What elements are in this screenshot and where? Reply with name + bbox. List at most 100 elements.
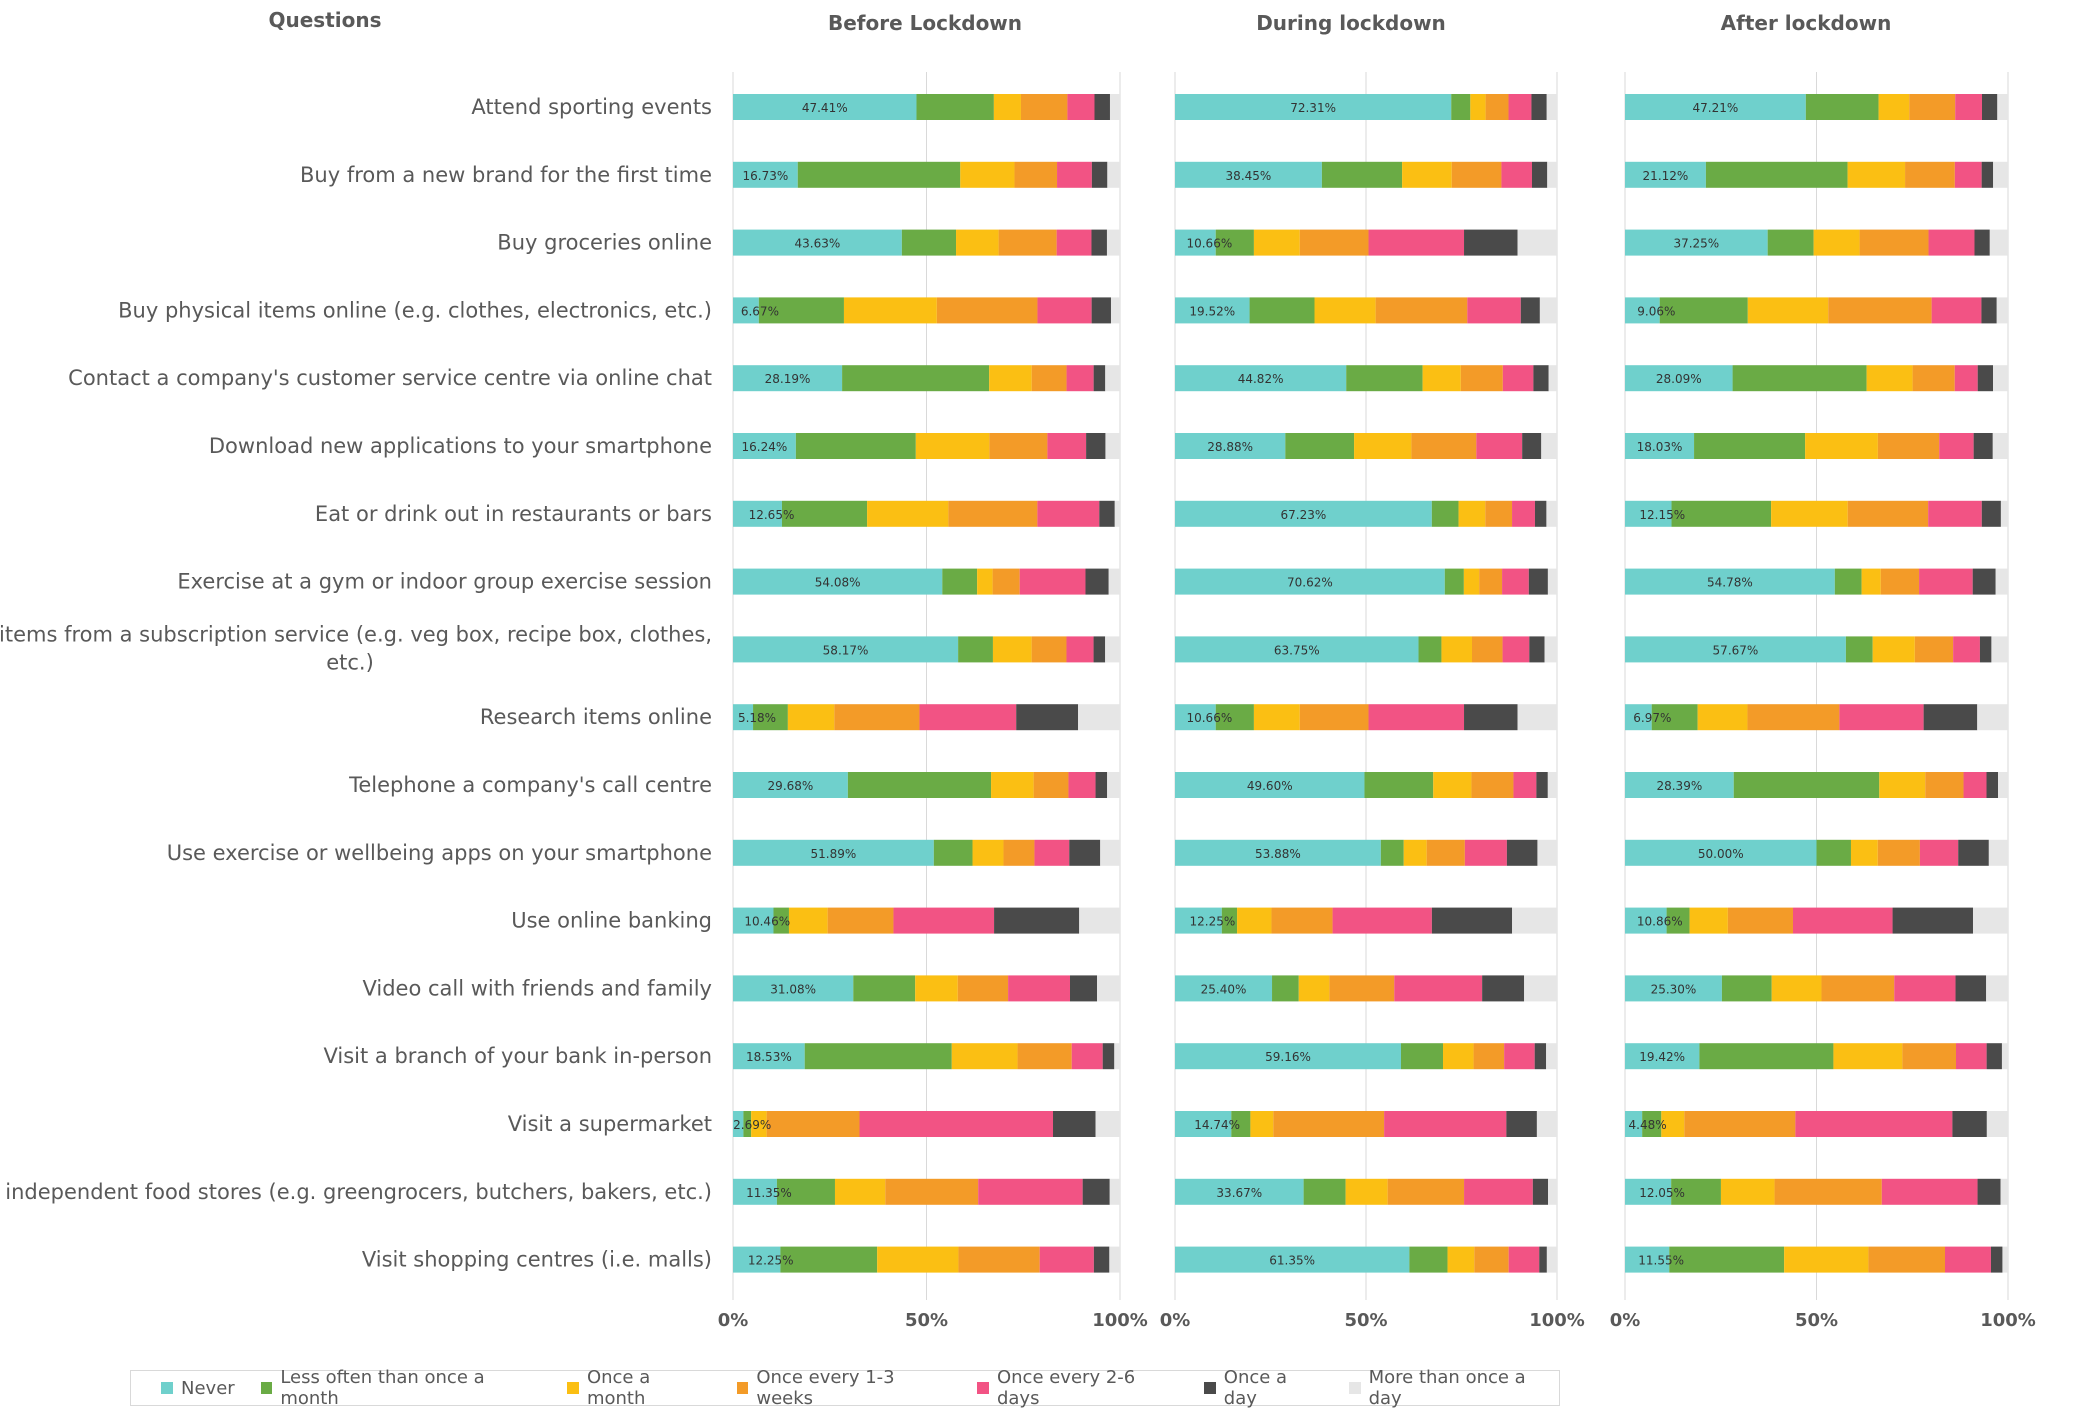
bar-segment bbox=[766, 1111, 860, 1137]
bar-segment bbox=[1847, 161, 1906, 188]
bar-segment bbox=[1078, 704, 1120, 731]
bar-segment bbox=[1017, 1043, 1072, 1070]
bar-segment bbox=[1368, 704, 1465, 731]
bar-segment bbox=[991, 772, 1034, 798]
bar-segment bbox=[933, 839, 973, 866]
bar-segment bbox=[901, 229, 957, 256]
bar-segment bbox=[733, 839, 934, 866]
bar-segment bbox=[2000, 500, 2008, 527]
data-label: 70.62% bbox=[1287, 576, 1333, 590]
data-label: 63.75% bbox=[1274, 643, 1320, 657]
bar-segment bbox=[733, 297, 759, 324]
bar-segment bbox=[1237, 907, 1272, 934]
x-tick-label: 100% bbox=[1092, 1310, 1148, 1331]
bar-segment bbox=[993, 94, 1021, 120]
bar-segment bbox=[1099, 500, 1115, 527]
question-label: Buy from a new brand for the first time bbox=[300, 163, 712, 187]
bar-segment bbox=[1105, 433, 1120, 459]
bar-segment bbox=[758, 297, 844, 324]
bar-segment bbox=[1732, 365, 1867, 392]
data-label: 16.73% bbox=[742, 169, 788, 183]
bar-segment bbox=[733, 568, 943, 595]
data-label: 12.65% bbox=[749, 508, 795, 522]
data-label: 12.15% bbox=[1639, 508, 1685, 522]
bar-segment bbox=[1175, 636, 1419, 663]
bar-segment bbox=[1008, 975, 1070, 1002]
bar-segment bbox=[1705, 161, 1848, 188]
bar-segment bbox=[1625, 1043, 1700, 1070]
bar-segment bbox=[960, 161, 1015, 188]
bar-segment bbox=[1520, 297, 1540, 324]
bar-segment bbox=[919, 704, 1017, 731]
bar-segment bbox=[1368, 229, 1465, 256]
bar-segment bbox=[1037, 297, 1092, 324]
bar-segment bbox=[1546, 94, 1557, 120]
legend-label: More than once a day bbox=[1368, 1367, 1526, 1409]
bar-segment bbox=[1981, 500, 2001, 527]
bar-segment bbox=[1986, 975, 2008, 1002]
bar-segment bbox=[1914, 636, 1954, 663]
bar-segment bbox=[1747, 297, 1829, 324]
bar-segment bbox=[1977, 1178, 2001, 1205]
bar-segment bbox=[1479, 568, 1503, 595]
data-label: 44.82% bbox=[1238, 372, 1284, 386]
bar-segment bbox=[942, 568, 978, 595]
bar-segment bbox=[1332, 907, 1432, 934]
bar-segment bbox=[1666, 907, 1690, 934]
legend-label: Less often than once a month bbox=[280, 1367, 485, 1409]
bar-segment bbox=[1845, 636, 1873, 663]
bar-segment bbox=[1522, 433, 1542, 459]
bar-segment bbox=[1108, 568, 1120, 595]
data-label: 21.12% bbox=[1643, 169, 1689, 183]
legend-item: Once every 2-6 days bbox=[977, 1367, 1178, 1409]
bar-segment bbox=[1037, 500, 1100, 527]
bar-segment bbox=[733, 500, 782, 527]
bar-segment bbox=[2002, 1246, 2008, 1273]
question-label: Use exercise or wellbeing apps on your s… bbox=[167, 841, 712, 865]
data-label: 28.39% bbox=[1656, 779, 1702, 793]
bar-segment bbox=[1057, 161, 1092, 188]
bar-segment bbox=[1221, 907, 1238, 934]
x-tick-label: 0% bbox=[1160, 1310, 1191, 1331]
bar-segment bbox=[853, 975, 916, 1002]
bar-segment bbox=[877, 1246, 959, 1273]
data-label: 61.35% bbox=[1269, 1254, 1315, 1268]
data-label: 54.08% bbox=[815, 576, 861, 590]
bar-segment bbox=[1447, 1246, 1475, 1273]
bar-segment bbox=[1460, 365, 1503, 392]
bar-segment bbox=[1175, 704, 1216, 731]
data-label: 12.25% bbox=[748, 1254, 794, 1268]
bar-segment bbox=[804, 1043, 952, 1070]
question-label: Telephone a company's call centre bbox=[348, 773, 712, 797]
bar-segment bbox=[1671, 500, 1772, 527]
bar-segment bbox=[1109, 1178, 1120, 1205]
bar-segment bbox=[1977, 365, 1994, 392]
bar-segment bbox=[1299, 704, 1369, 731]
bar-segment bbox=[1544, 636, 1557, 663]
question-label: Download new applications to your smartp… bbox=[209, 434, 712, 458]
bar-segment bbox=[1625, 297, 1660, 324]
bar-segment bbox=[1547, 772, 1557, 798]
bar-segment bbox=[1839, 704, 1924, 731]
bar-segment bbox=[1958, 839, 1989, 866]
bar-segment bbox=[1502, 568, 1529, 595]
bar-segment bbox=[1925, 772, 1964, 798]
bar-segment bbox=[1866, 365, 1913, 392]
panel-title: During lockdown bbox=[1256, 11, 1446, 35]
bar-segment bbox=[1548, 365, 1557, 392]
bar-segment bbox=[1928, 500, 1982, 527]
bar-segment bbox=[1727, 907, 1793, 934]
bar-segment bbox=[1110, 297, 1120, 324]
data-label: 19.52% bbox=[1189, 304, 1235, 318]
data-label: 28.88% bbox=[1207, 440, 1253, 454]
bar-segment bbox=[1868, 1246, 1945, 1273]
bar-segment bbox=[1512, 500, 1535, 527]
legend-swatch bbox=[1204, 1382, 1216, 1394]
bar-segment bbox=[1102, 1043, 1115, 1070]
bar-segment bbox=[733, 1178, 777, 1205]
bar-segment bbox=[1979, 636, 1992, 663]
bar-segment bbox=[977, 568, 993, 595]
bar-segment bbox=[776, 1178, 835, 1205]
data-label: 67.23% bbox=[1281, 508, 1327, 522]
bar-segment bbox=[1923, 704, 1978, 731]
